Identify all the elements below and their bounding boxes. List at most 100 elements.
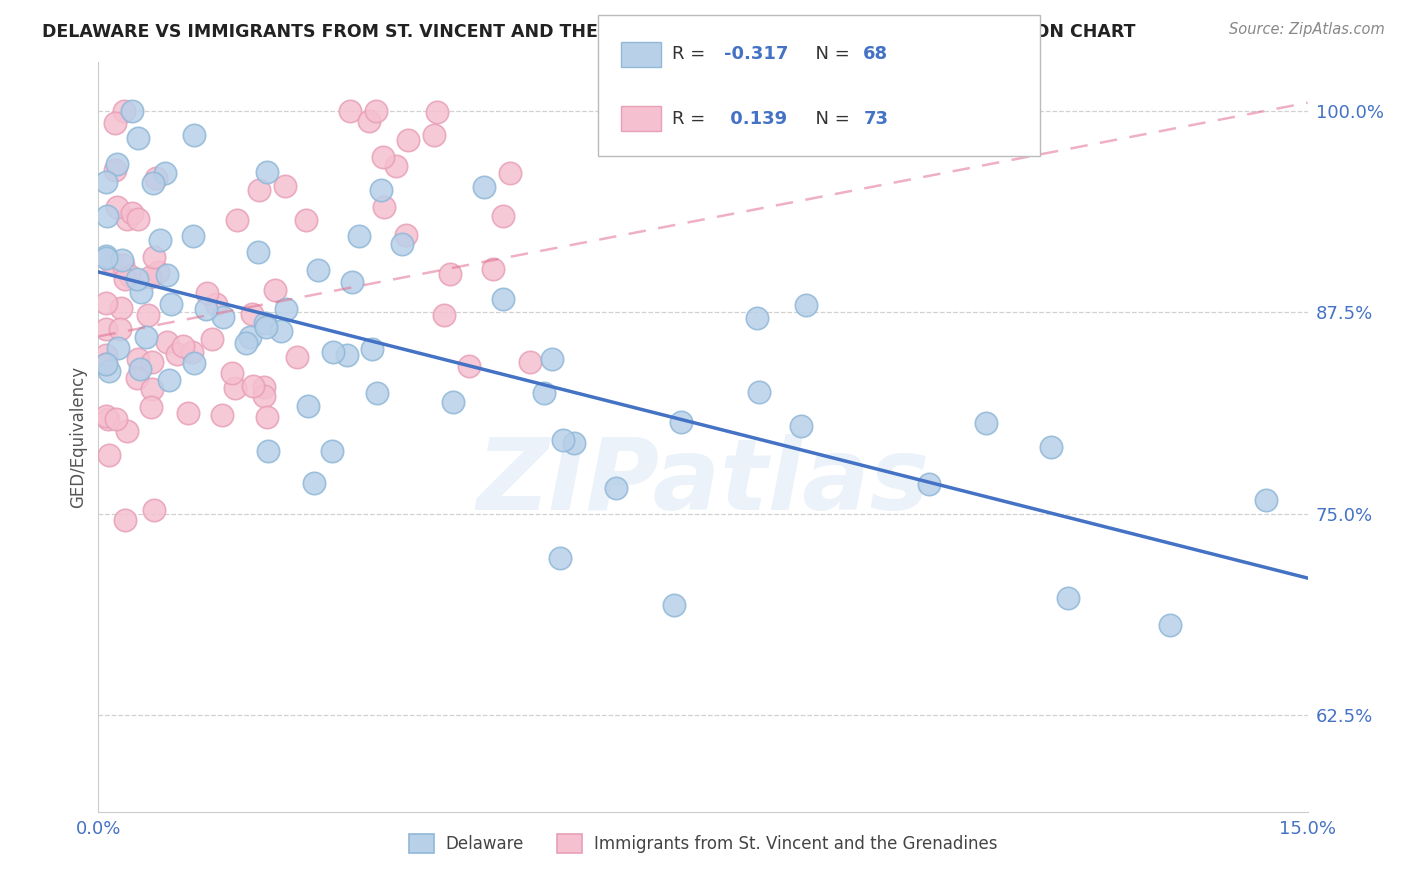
Text: ZIPatlas: ZIPatlas: [477, 434, 929, 531]
Point: [96, 248, 118, 262]
Point: [240, 307, 263, 321]
Point: [426, 105, 449, 120]
Point: [235, 336, 257, 351]
Point: [96, 296, 118, 310]
Point: [247, 183, 270, 197]
Point: [120, 268, 142, 283]
Point: [274, 301, 297, 316]
Point: [253, 388, 276, 402]
Point: [121, 206, 143, 220]
Point: [141, 355, 163, 369]
Point: [439, 267, 461, 281]
Point: [195, 286, 218, 301]
Point: [482, 262, 505, 277]
Point: [370, 183, 392, 197]
Point: [96, 348, 118, 362]
Point: [110, 321, 132, 335]
Point: [107, 341, 129, 355]
Point: [115, 424, 138, 438]
Point: [201, 332, 224, 346]
Point: [385, 159, 408, 173]
Point: [256, 165, 278, 179]
Point: [125, 272, 148, 286]
Point: [139, 269, 162, 284]
Point: [918, 476, 941, 491]
Point: [361, 343, 384, 357]
Point: [115, 211, 138, 226]
Point: [441, 394, 464, 409]
Point: [257, 443, 280, 458]
Point: [321, 443, 343, 458]
Point: [135, 329, 157, 343]
Point: [104, 162, 127, 177]
Point: [357, 114, 380, 128]
Point: [127, 371, 149, 385]
Point: [247, 245, 270, 260]
Point: [458, 359, 481, 373]
Point: [1039, 440, 1062, 454]
Point: [224, 381, 246, 395]
Point: [149, 233, 172, 247]
Point: [274, 178, 297, 193]
Point: [114, 513, 136, 527]
Point: [548, 550, 571, 565]
Point: [242, 379, 264, 393]
Point: [157, 374, 180, 388]
Point: [605, 482, 627, 496]
Point: [105, 412, 128, 426]
Point: [98, 448, 121, 462]
Point: [166, 347, 188, 361]
Point: [492, 292, 515, 306]
Text: 68: 68: [863, 45, 889, 63]
Point: [129, 362, 152, 376]
Point: [221, 366, 243, 380]
Text: R =: R =: [672, 110, 711, 128]
Point: [373, 200, 395, 214]
Text: 73: 73: [863, 110, 889, 128]
Point: [499, 166, 522, 180]
Point: [141, 400, 163, 414]
Point: [121, 103, 143, 118]
Point: [211, 408, 233, 422]
Point: [533, 386, 555, 401]
Point: [127, 351, 149, 366]
Point: [172, 339, 194, 353]
Point: [541, 352, 564, 367]
Point: [112, 103, 135, 118]
Point: [160, 296, 183, 310]
Point: [423, 128, 446, 142]
Point: [129, 285, 152, 299]
Point: [127, 212, 149, 227]
Y-axis label: GED/Equivalency: GED/Equivalency: [69, 366, 87, 508]
Point: [366, 386, 388, 401]
Point: [285, 350, 308, 364]
Point: [395, 228, 418, 243]
Point: [974, 416, 997, 430]
Point: [264, 283, 287, 297]
Point: [176, 406, 198, 420]
Point: [145, 170, 167, 185]
Point: [96, 209, 118, 223]
Text: R =: R =: [672, 45, 711, 63]
Point: [96, 251, 118, 265]
Point: [336, 348, 359, 362]
Point: [671, 416, 693, 430]
Point: [391, 236, 413, 251]
Point: [204, 297, 226, 311]
Point: [110, 301, 132, 315]
Point: [96, 357, 118, 371]
Point: [551, 433, 574, 447]
Point: [239, 329, 262, 343]
Point: [141, 383, 163, 397]
Point: [256, 410, 278, 425]
Point: [433, 308, 456, 322]
Point: [143, 250, 166, 264]
Point: [111, 253, 134, 268]
Point: [226, 213, 249, 227]
Point: [1256, 492, 1278, 507]
Point: [111, 258, 134, 272]
Point: [127, 131, 149, 145]
Point: [1057, 591, 1080, 605]
Point: [270, 324, 292, 338]
Point: [194, 302, 217, 317]
